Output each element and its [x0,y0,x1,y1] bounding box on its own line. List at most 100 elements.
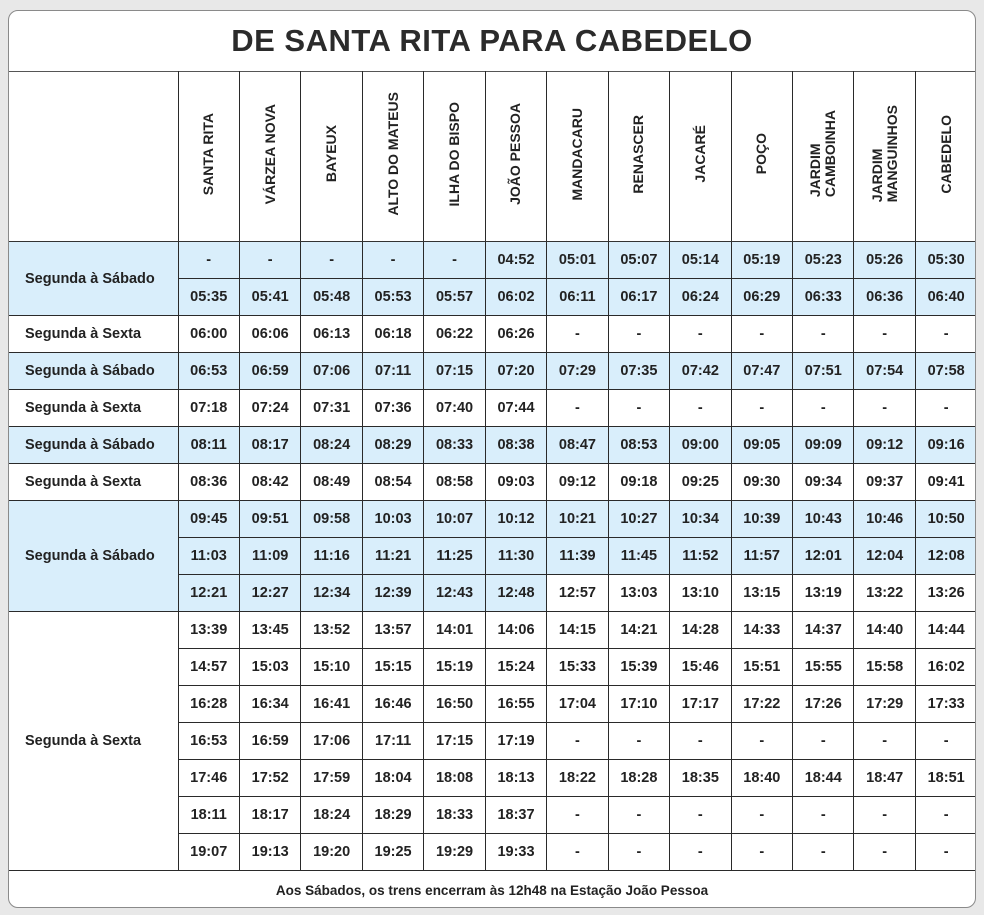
station-header: VÁRZEA NOVA [239,71,302,242]
time-cell: 14:40 [853,611,916,649]
time-cell: - [915,315,975,353]
station-header: SANTA RITA [178,71,240,242]
station-header: JACARÉ [669,71,732,242]
time-cell: 07:36 [362,389,425,427]
time-cell: 07:51 [792,352,855,390]
time-cell: - [669,833,732,871]
time-cell: 17:11 [362,722,425,760]
station-name: RENASCER [630,114,647,194]
page-title: DE SANTA RITA PARA CABEDELO [9,11,975,72]
time-cell: 17:17 [669,685,732,723]
station-name: ALTO DO MATEUS [384,92,401,216]
time-cell: - [853,796,916,834]
station-header: JARDIM CAMBOINHA [792,71,855,242]
time-cell: - [546,722,609,760]
time-cell: 10:07 [423,500,486,538]
time-cell: - [731,833,794,871]
time-cell: 19:13 [239,833,302,871]
time-cell: 16:28 [178,685,240,723]
time-cell: 11:30 [485,537,548,575]
time-cell: 13:22 [853,574,916,612]
time-cell: 05:19 [731,241,794,279]
time-cell: 16:59 [239,722,302,760]
time-cell: 13:39 [178,611,240,649]
table-row: Segunda à Sábado 08:11 08:17 08:24 08:29 08:3… [9,426,975,464]
time-cell: 06:22 [423,315,486,353]
time-cell: 13:57 [362,611,425,649]
station-name: JACARÉ [691,125,708,183]
time-cell: 08:29 [362,426,425,464]
schedule-days-label: Segunda à Sexta [9,611,179,871]
time-cell: 07:29 [546,352,609,390]
time-cell: 08:58 [423,463,486,501]
timetable-body: Segunda à Sábado - - - - -04:52 05:01 05:07 05:1… [9,241,975,871]
station-name: CABEDELO [937,114,954,194]
station-name: JARDIM CAMBOINHA [807,110,839,198]
time-cell: 14:57 [178,648,240,686]
time-cell: 18:24 [300,796,363,834]
time-cell: 09:12 [853,426,916,464]
time-cell: 07:54 [853,352,916,390]
time-cell: 06:13 [300,315,363,353]
time-cell: 17:46 [178,759,240,797]
time-cell: 18:40 [731,759,794,797]
table-row: Segunda à Sexta 06:00 06:06 06:13 06:18 06:22… [9,315,975,353]
timetable-sheet: DE SANTA RITA PARA CABEDELO SANTA RITA VÁ… [8,10,976,908]
time-cell: 11:45 [608,537,671,575]
time-cell: 19:20 [300,833,363,871]
time-cell: 11:25 [423,537,486,575]
time-cell: - [608,315,671,353]
station-header: JOÃO PESSOA [485,71,548,242]
time-cell: 09:12 [546,463,609,501]
time-cell: - [915,722,975,760]
time-cell: - [915,389,975,427]
table-row: 17:46 17:52 17:59 18:04 18:08 18:13 18:22 18:28… [9,759,975,797]
station-name: JARDIM MANGUINHOS [868,105,900,203]
station-name: POÇO [753,133,770,175]
time-cell: 18:33 [423,796,486,834]
time-cell: 08:11 [178,426,240,464]
time-cell: 14:01 [423,611,486,649]
table-row: 19:07 19:13 19:20 19:25 19:29 19:33- - - - - - - [9,833,975,871]
timetable: SANTA RITA VÁRZEA NOVA BAYEUX ALTO DO MATEU… [9,71,975,871]
time-cell: - [239,241,302,279]
time-cell: 16:50 [423,685,486,723]
schedule-days-label: Segunda à Sábado [9,500,179,612]
time-cell: 07:24 [239,389,302,427]
time-cell: 09:25 [669,463,732,501]
table-row: Segunda à Sexta 07:18 07:24 07:31 07:36 07:40… [9,389,975,427]
station-header: ILHA DO BISPO [423,71,486,242]
time-cell: - [792,389,855,427]
time-cell: 05:07 [608,241,671,279]
time-cell: 08:36 [178,463,240,501]
time-cell: 19:07 [178,833,240,871]
time-cell: - [915,796,975,834]
time-cell: 06:17 [608,278,671,316]
time-cell: 13:15 [731,574,794,612]
time-cell: 05:14 [669,241,732,279]
time-cell: 06:26 [485,315,548,353]
time-cell: - [178,241,240,279]
time-cell: 15:55 [792,648,855,686]
time-cell: 06:06 [239,315,302,353]
time-cell: 17:10 [608,685,671,723]
time-cell: 06:36 [853,278,916,316]
time-cell: - [608,796,671,834]
time-cell: 19:25 [362,833,425,871]
table-row: Segunda à Sábado 09:45 09:51 09:58 10:03 10:0… [9,500,975,612]
time-cell: 17:52 [239,759,302,797]
time-cell: 16:55 [485,685,548,723]
time-cell: 18:17 [239,796,302,834]
time-cell: 12:39 [362,574,425,612]
time-cell: 14:37 [792,611,855,649]
time-cell: 08:17 [239,426,302,464]
time-cell: 18:47 [853,759,916,797]
time-cell: 07:31 [300,389,363,427]
time-cell: 19:29 [423,833,486,871]
time-cell: 08:33 [423,426,486,464]
station-name: JOÃO PESSOA [507,103,524,205]
time-cell: 15:19 [423,648,486,686]
time-cell: 15:51 [731,648,794,686]
time-cell: 16:53 [178,722,240,760]
time-cell: - [423,241,486,279]
